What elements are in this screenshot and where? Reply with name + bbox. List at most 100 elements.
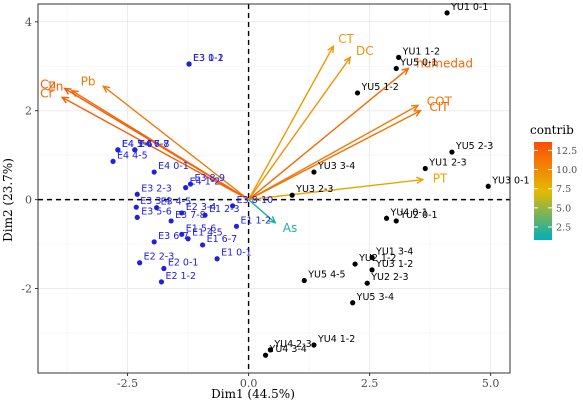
observation-point bbox=[396, 54, 402, 60]
x-axis-title: Dim1 (44.5%) bbox=[211, 387, 295, 401]
observation-label: E3 6-7 bbox=[158, 231, 189, 242]
observation-point bbox=[151, 239, 157, 245]
observation-point bbox=[115, 147, 121, 153]
variable-arrow-line bbox=[71, 90, 249, 201]
observation-label: E4 5-6 bbox=[122, 139, 153, 150]
observation-label: E4 7-8 bbox=[139, 139, 170, 150]
variable-arrow-line bbox=[248, 110, 421, 201]
x-tick-label: 0.0 bbox=[240, 377, 258, 390]
observation-label: E3 2-3 bbox=[141, 183, 172, 194]
observation-point bbox=[444, 10, 450, 16]
y-axis-title: Dim2 (23.7%) bbox=[1, 158, 15, 242]
variable-arrow-head bbox=[343, 56, 352, 65]
observation-point bbox=[187, 181, 194, 187]
observation-label: YU5 0-1 bbox=[399, 57, 437, 68]
variable-arrow-line bbox=[61, 96, 249, 201]
observation-label: YU2 0-1 bbox=[399, 210, 437, 221]
observation-point bbox=[202, 212, 208, 218]
observation-label: E3 4-5 bbox=[161, 197, 192, 208]
observation-point bbox=[214, 256, 220, 262]
observation-label: YU3 2-3 bbox=[295, 184, 333, 195]
variable-label: Zn bbox=[48, 79, 64, 93]
variable-arrow-head bbox=[401, 67, 410, 76]
variable-label: humedad bbox=[416, 56, 473, 70]
variable-label: COT bbox=[427, 94, 453, 108]
legend-tick-label: 7.5 bbox=[556, 184, 571, 195]
observation-label: YU4 2-3 bbox=[273, 339, 311, 350]
observation-label: YU3 3-4 bbox=[317, 161, 355, 172]
observation-label: E3 0-1 bbox=[193, 53, 224, 64]
variable-label: Pb bbox=[81, 74, 96, 88]
observation-label: E3 7-8 bbox=[175, 210, 206, 221]
observation-label: YU4 3-4 bbox=[269, 344, 307, 355]
variable-arrow-head bbox=[268, 216, 277, 224]
observation-label: E1 0-1 bbox=[221, 248, 252, 259]
observation-label: YU3 1-2 bbox=[375, 259, 413, 270]
x-tick-label: 5.0 bbox=[482, 377, 500, 390]
observation-label: E4 0-1 bbox=[158, 161, 189, 172]
observation-label: E2 0-1 bbox=[168, 258, 199, 269]
observation-point bbox=[199, 242, 206, 248]
variable-arrow-head bbox=[60, 96, 70, 104]
variable-arrow-line bbox=[248, 104, 419, 201]
observation-label: YU5 1-2 bbox=[361, 82, 399, 93]
observation-point bbox=[449, 149, 455, 155]
observation-point bbox=[134, 191, 140, 197]
variable-arrow-head bbox=[410, 104, 420, 112]
legend-tick-label: 5.0 bbox=[556, 203, 571, 214]
observation-point bbox=[350, 300, 356, 306]
variable-label: Cu bbox=[40, 77, 56, 91]
observation-label: E1 5-6 bbox=[186, 223, 217, 234]
observation-point bbox=[289, 192, 295, 198]
variable-label: Cr bbox=[40, 87, 53, 101]
observation-label: YU3 0-1 bbox=[491, 175, 529, 186]
observation-label: YU2 2-3 bbox=[370, 272, 408, 283]
y-tick-label: 2 bbox=[25, 105, 32, 118]
observation-label: YU1 1-2 bbox=[402, 46, 440, 57]
legend-title: contrib bbox=[530, 123, 574, 137]
variable-label: DC bbox=[356, 44, 374, 58]
legend-tick-label: 12.5 bbox=[556, 146, 577, 157]
observation-point bbox=[364, 280, 370, 286]
observation-point bbox=[132, 147, 138, 153]
observation-label: E4 6-7 bbox=[139, 139, 170, 150]
observation-point bbox=[383, 215, 390, 221]
observation-label: E3 3-4 bbox=[140, 196, 171, 207]
variable-arrow-head bbox=[327, 44, 335, 54]
observation-point bbox=[233, 223, 240, 229]
observation-point bbox=[354, 90, 361, 96]
observation-label: YU1 0-1 bbox=[450, 2, 488, 13]
variable-arrow-line bbox=[102, 85, 250, 201]
observation-point bbox=[369, 254, 375, 261]
observation-point bbox=[168, 218, 174, 224]
y-tick-label: -2 bbox=[21, 283, 32, 296]
observation-label: YU5 2-3 bbox=[455, 141, 493, 152]
y-tick-label: 4 bbox=[25, 16, 32, 29]
observation-point bbox=[311, 342, 317, 348]
plot-panel-border bbox=[37, 3, 511, 374]
variable-arrow-line bbox=[247, 45, 334, 200]
observation-label: E3 8-10 bbox=[237, 195, 274, 206]
observation-point bbox=[393, 218, 399, 224]
variable-arrow-head bbox=[63, 87, 72, 95]
observation-label: E3 1-2 bbox=[193, 53, 224, 64]
variable-label: CT bbox=[338, 32, 354, 46]
observation-point bbox=[137, 260, 143, 266]
observation-label: YU5 3-4 bbox=[356, 292, 394, 303]
variable-arrow-line bbox=[248, 67, 409, 201]
y-tick-label: 0 bbox=[25, 194, 32, 207]
variable-arrow-head bbox=[413, 109, 422, 117]
observation-point bbox=[110, 158, 116, 164]
observation-label: E1 6-7 bbox=[207, 234, 238, 245]
observation-point bbox=[151, 169, 157, 175]
observation-label: E3 5-6 bbox=[141, 206, 172, 217]
legend-tick-label: 10.0 bbox=[556, 165, 577, 176]
observation-label: YU4 0-1 bbox=[390, 207, 428, 218]
x-tick-label: -2.5 bbox=[117, 377, 138, 390]
observation-point bbox=[301, 277, 307, 284]
observation-label: YU5 4-5 bbox=[307, 270, 345, 281]
observation-point bbox=[133, 204, 139, 210]
legend-tick-label: 2.5 bbox=[556, 222, 571, 233]
variable-arrow-line bbox=[248, 178, 423, 201]
